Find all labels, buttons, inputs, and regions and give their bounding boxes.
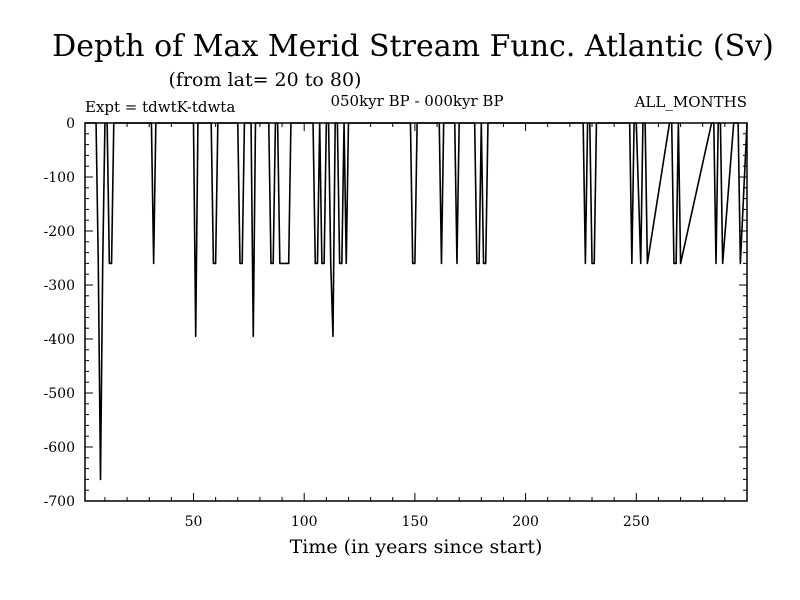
x-tick-label: 100: [291, 514, 318, 530]
series-line: [85, 122, 748, 481]
x-tick-label: 250: [623, 514, 650, 530]
y-tick-label: -700: [44, 494, 75, 510]
plot-frame: [84, 122, 748, 502]
plot-axes: 50 100 150 200 250 0 -100 -200 -300 -400 -500 -600 -…: [44, 116, 747, 530]
x-tick-label: 200: [512, 514, 539, 530]
months-label: ALL_MONTHS: [634, 93, 747, 111]
y-tick-label: -300: [44, 278, 75, 294]
y-tick-label: 0: [66, 116, 75, 132]
chart-subtitle: (from lat= 20 to 80): [169, 69, 362, 91]
y-tick-label: -200: [44, 224, 75, 240]
x-tick-label: 50: [185, 514, 203, 530]
y-tick-label: -400: [44, 332, 75, 348]
x-axis-label: Time (in years since start): [290, 536, 543, 558]
period-label: 050kyr BP - 000kyr BP: [330, 92, 503, 110]
series-group: [85, 122, 748, 481]
y-tick-label: -600: [44, 440, 75, 456]
chart-title: Depth of Max Merid Stream Func. Atlantic…: [52, 29, 774, 64]
experiment-label: Expt = tdwtK-tdwta: [85, 98, 235, 116]
y-tick-label: -500: [44, 386, 75, 402]
x-tick-label: 150: [402, 514, 429, 530]
y-tick-label: -100: [44, 170, 75, 186]
